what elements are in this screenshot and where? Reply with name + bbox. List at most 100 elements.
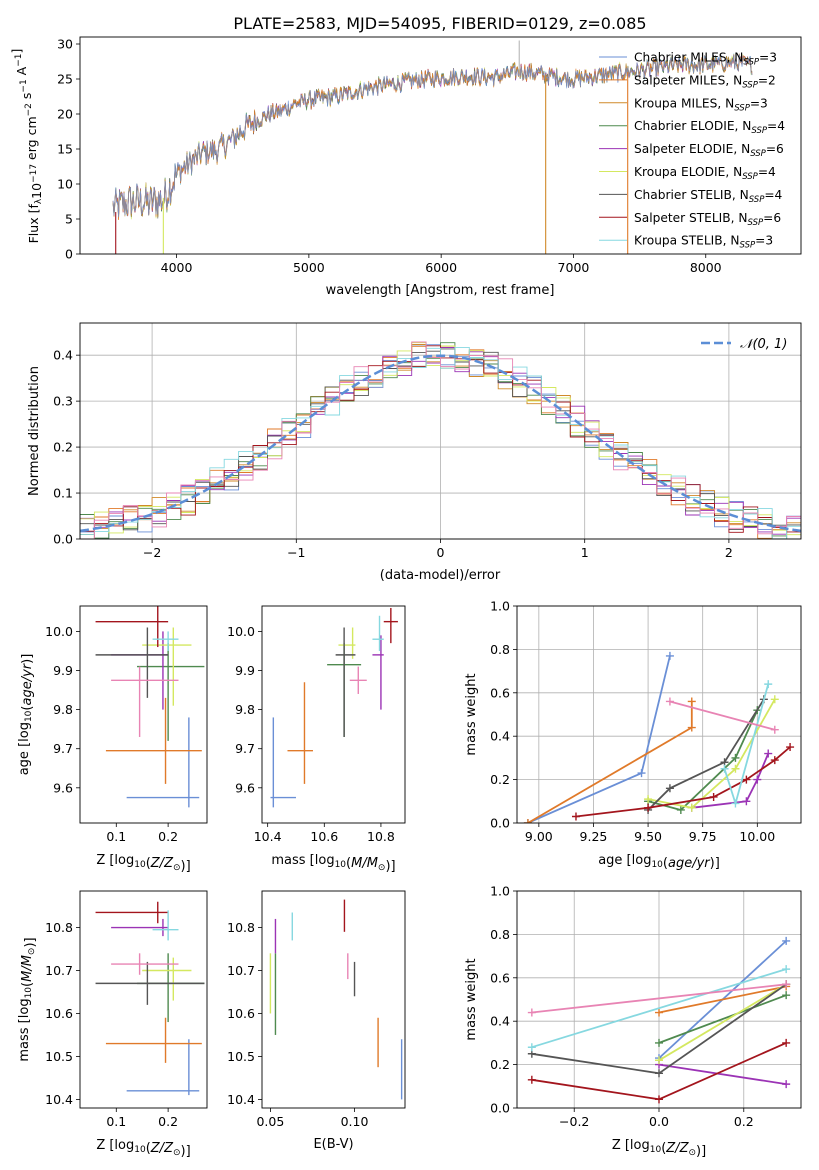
y-tick-label: 25 — [57, 72, 73, 87]
x-tick-label: 9.50 — [634, 829, 662, 844]
x-axis-label: wavelength [Angstrom, rest frame] — [326, 283, 555, 298]
y-tick-label: 1.0 — [490, 884, 510, 899]
y-tick-label: 0.2 — [490, 1057, 510, 1072]
y-tick-label: 0.4 — [490, 1014, 510, 1029]
y-tick-label: 0.2 — [490, 772, 510, 787]
axes-frame — [516, 605, 802, 824]
series-marker — [687, 697, 696, 706]
x-tick-label: 0.0 — [649, 1114, 669, 1129]
x-tick-label: 0.1 — [106, 829, 126, 844]
axes-residual_histogram: −2 −1 0 1 2 0.0 0.1 0.2 0.3 0.4 𝒩(0, 1) (data-model… — [27, 322, 802, 583]
series-line — [531, 983, 787, 1014]
error-cross — [105, 697, 202, 784]
series-marker — [782, 1080, 791, 1089]
axes-frame — [79, 605, 208, 824]
error-cross — [335, 627, 356, 737]
series-marker — [753, 775, 762, 784]
axes-age_vs_Z: 0.1 0.2 9.6 9.7 9.8 9.9 10.0 Z [log10(Z/Z⊙)] age… — [17, 605, 208, 874]
plot-area-age_vs_mass — [270, 607, 398, 808]
y-tick-label: 20 — [57, 107, 73, 122]
error-cross — [95, 606, 169, 648]
y-tick-label: 10.0 — [227, 624, 255, 639]
legend: Chabrier MILES, NSSP=3 Salpeter MILES, NS… — [599, 51, 785, 251]
y-tick-label: 10.4 — [227, 1092, 255, 1107]
weight-series — [655, 991, 791, 1047]
series-marker — [742, 775, 751, 784]
plot-area-weight_vs_Z — [527, 936, 791, 1104]
series-marker — [731, 799, 740, 808]
x-tick-label: 0.2 — [734, 1114, 754, 1129]
y-axis-label: mass weight — [464, 958, 479, 1040]
x-axis-label: E(B-V) — [313, 1137, 353, 1152]
x-tick-label: 8000 — [690, 260, 722, 275]
error-cross — [142, 957, 192, 1001]
legend-entry: 𝒩(0, 1) — [740, 337, 787, 352]
legend-entry: Kroupa MILES, NSSP=3 — [634, 96, 768, 113]
series-marker — [665, 651, 674, 660]
y-tick-label: 30 — [57, 37, 73, 52]
weight-series — [655, 980, 791, 1065]
error-cross — [142, 627, 192, 706]
weight-series — [655, 1060, 791, 1089]
axes-frame — [516, 890, 802, 1109]
series-marker — [764, 680, 773, 689]
y-tick-label: 0.8 — [490, 642, 510, 657]
spectrum-line — [112, 54, 753, 218]
series-marker — [665, 784, 674, 793]
plot-area-mass_vs_Z — [95, 901, 205, 1096]
y-tick-label: 9.9 — [235, 663, 255, 678]
series-marker — [687, 803, 696, 812]
x-tick-label: 0.10 — [341, 1114, 369, 1129]
axes-weight_vs_Z: −0.2 0.0 0.2 0.0 0.2 0.4 0.6 0.8 1.0 Z [log10(Z/Z… — [464, 884, 802, 1159]
series-marker — [720, 764, 729, 773]
y-tick-label: 0.0 — [53, 532, 73, 547]
x-tick-label: −2 — [143, 545, 161, 560]
legend-entry: Salpeter ELODIE, NSSP=6 — [634, 142, 784, 159]
y-tick-label: 0.8 — [490, 927, 510, 942]
x-tick-label: 2 — [725, 545, 733, 560]
x-tick-label: 10.6 — [310, 829, 338, 844]
y-tick-label: 10.0 — [45, 624, 73, 639]
histogram-series — [80, 341, 801, 539]
y-tick-label: 9.7 — [235, 741, 255, 756]
series-marker — [782, 1038, 791, 1047]
series-marker — [782, 980, 791, 989]
y-tick-label: 0.4 — [53, 348, 73, 363]
error-cross — [95, 961, 205, 1005]
x-tick-label: 9.25 — [580, 829, 608, 844]
y-tick-label: 0.1 — [53, 486, 73, 501]
x-axis-label: Z [log10(Z/Z⊙)] — [96, 1138, 190, 1159]
x-tick-label: 7000 — [558, 260, 590, 275]
series-line — [531, 968, 787, 1049]
y-tick-label: 10.6 — [227, 1006, 255, 1021]
legend-entry: Salpeter MILES, NSSP=2 — [634, 73, 776, 90]
weight-series — [527, 1038, 791, 1104]
x-tick-label: 9.00 — [525, 829, 553, 844]
axes-frame — [79, 890, 208, 1109]
series-marker — [655, 1069, 663, 1078]
series-marker — [782, 936, 791, 945]
y-axis-label: age [log10(age/yr)] — [17, 654, 35, 776]
legend-entry: Kroupa ELODIE, NSSP=4 — [634, 165, 776, 182]
y-tick-label: 0.0 — [490, 816, 510, 831]
series-marker — [571, 812, 580, 821]
plot-area-mass_vs_ebv — [269, 899, 403, 1100]
y-tick-label: 10.5 — [227, 1049, 255, 1064]
series-marker — [655, 1008, 663, 1017]
series-marker — [655, 1095, 663, 1104]
y-tick-label: 5 — [65, 212, 73, 227]
y-axis-label: Normed distribution — [27, 366, 42, 496]
series-line — [658, 1063, 787, 1085]
series-marker — [527, 1008, 536, 1017]
weight-series — [527, 980, 791, 1017]
legend-entry: Salpeter STELIB, NSSP=6 — [634, 211, 781, 228]
x-tick-label: 1 — [581, 545, 589, 560]
axes-mass_vs_ebv: 0.05 0.10 10.4 10.5 10.6 10.7 10.8 — [227, 890, 406, 1129]
y-tick-label: 0.4 — [490, 729, 510, 744]
error-cross — [270, 717, 296, 808]
error-cross — [372, 615, 384, 651]
y-tick-label: 0.0 — [490, 1101, 510, 1116]
legend-entry: Chabrier ELODIE, NSSP=4 — [634, 119, 785, 136]
y-tick-label: 0 — [65, 247, 73, 262]
